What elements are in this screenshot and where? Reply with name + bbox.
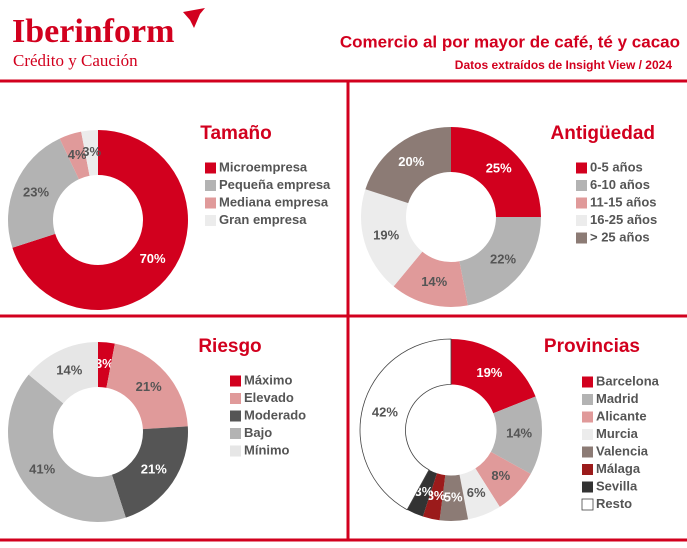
- slice-label: 14%: [56, 362, 82, 377]
- slice-label: 5%: [444, 490, 463, 505]
- slice-label: 20%: [398, 154, 424, 169]
- slice-label: 8%: [491, 468, 510, 483]
- legend-swatch: [576, 232, 587, 244]
- legend-swatch: [576, 197, 587, 209]
- slice: [459, 468, 500, 520]
- slice: [451, 339, 536, 414]
- slice-label: 3%: [427, 488, 446, 503]
- legend-swatch: [230, 393, 241, 404]
- slice-label: 22%: [490, 251, 516, 266]
- chart-title: Riesgo: [198, 336, 261, 357]
- brand: Iberinform: [12, 13, 174, 50]
- legend-label: 11-15 años: [590, 194, 657, 209]
- legend-swatch: [230, 375, 241, 387]
- slice-label: 70%: [140, 251, 166, 266]
- slice: [8, 374, 126, 522]
- slice: [490, 396, 543, 474]
- slice-label: 6%: [467, 485, 486, 500]
- slice-label: 3%: [82, 144, 101, 159]
- slice-label: 21%: [136, 379, 162, 394]
- legend-swatch: [582, 376, 593, 388]
- legend-swatch: [205, 197, 216, 209]
- slice: [8, 138, 79, 248]
- slice: [451, 127, 541, 217]
- slice: [361, 189, 423, 287]
- slice-label: 19%: [476, 365, 502, 380]
- slice-label: 4%: [68, 147, 87, 162]
- legend-swatch: [205, 215, 216, 226]
- title: Comercio al por mayor de café, té y caca…: [340, 32, 680, 51]
- legend-swatch: [230, 428, 241, 439]
- legend-swatch: [582, 411, 593, 423]
- legend-label: Gran empresa: [219, 212, 307, 227]
- legend-label: 16-25 años: [590, 212, 657, 227]
- legend-swatch: [581, 498, 594, 511]
- grid-frame: [0, 79, 687, 542]
- chart-title: Tamaño: [200, 123, 271, 144]
- legend-swatch: [582, 481, 593, 493]
- legend-swatch: [576, 162, 587, 174]
- legend-label: Mediana empresa: [219, 194, 329, 209]
- legend-swatch: [582, 464, 593, 475]
- slice-label: 25%: [486, 161, 512, 176]
- legend-label: Sevilla: [596, 478, 638, 493]
- legend-swatch: [576, 215, 587, 226]
- slice: [475, 451, 531, 507]
- slice-label: 41%: [29, 461, 55, 476]
- slice: [365, 127, 451, 204]
- legend-swatch: [205, 162, 216, 174]
- slice-label: 19%: [373, 227, 399, 242]
- legend-label: > 25 años: [590, 229, 650, 244]
- slice: [28, 342, 98, 404]
- slice-label: 3%: [95, 356, 114, 371]
- slice-label: 21%: [141, 461, 167, 476]
- brand-sub: Crédito y Caución: [13, 51, 138, 70]
- slice-label: 14%: [506, 426, 532, 441]
- legend-label: Máximo: [244, 372, 292, 387]
- legend-label: Madrid: [596, 391, 639, 406]
- legend-label: Resto: [596, 496, 632, 511]
- legend-label: Murcia: [596, 426, 639, 441]
- legend-swatch: [582, 429, 593, 440]
- legend-label: Barcelona: [596, 373, 660, 388]
- legend-label: Moderado: [244, 407, 306, 422]
- brand-icon: [183, 8, 205, 28]
- legend-label: 0-5 años: [590, 159, 643, 174]
- legend-swatch: [582, 394, 593, 405]
- slice-label: 42%: [372, 404, 398, 419]
- slice: [407, 469, 437, 517]
- chart-title: Provincias: [544, 336, 640, 357]
- slice-label: 23%: [23, 185, 49, 200]
- slice: [111, 426, 188, 518]
- slice: [98, 342, 115, 388]
- slice: [12, 130, 189, 311]
- slice: [393, 251, 468, 307]
- legend-label: Málaga: [596, 461, 641, 476]
- slice: [439, 474, 469, 521]
- slice-label: 14%: [421, 274, 447, 289]
- legend-swatch: [576, 180, 587, 191]
- chart-title: Antigüedad: [551, 123, 656, 144]
- legend-label: Valencia: [596, 443, 649, 458]
- legend-label: Alicante: [596, 408, 647, 423]
- legend-label: 6-10 años: [590, 177, 650, 192]
- slice: [81, 130, 98, 176]
- subtitle: Datos extraídos de Insight View / 2024: [455, 58, 673, 72]
- legend-swatch: [205, 180, 216, 191]
- slice: [459, 217, 541, 306]
- slice: [106, 343, 188, 430]
- slice: [59, 131, 90, 180]
- legend-label: Elevado: [244, 390, 294, 405]
- legend-label: Pequeña empresa: [219, 177, 331, 192]
- slice: [422, 473, 446, 521]
- legend-swatch: [582, 446, 593, 458]
- slice: [359, 338, 452, 511]
- legend-label: Bajo: [244, 425, 272, 440]
- legend-label: Mínimo: [244, 442, 290, 457]
- legend-label: Microempresa: [219, 159, 308, 174]
- legend-swatch: [230, 445, 241, 457]
- legend-swatch: [230, 410, 241, 422]
